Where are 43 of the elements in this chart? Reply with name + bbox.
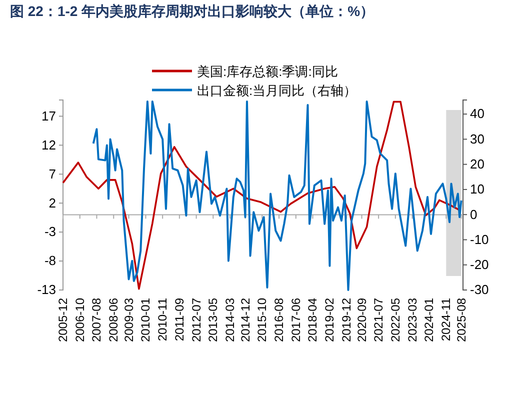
x-tick-label: 2014-12 <box>238 298 252 342</box>
x-tick-label: 2013-05 <box>206 298 220 342</box>
x-tick-label: 2021-07 <box>372 298 386 342</box>
x-tick-label: 2012-07 <box>189 298 204 342</box>
y-tick-label: 17 <box>42 108 56 124</box>
x-tick-label: 2007-08 <box>90 298 104 342</box>
x-tick-label: 2020-09 <box>354 298 369 342</box>
y-tick-label: -3 <box>44 224 56 240</box>
legend-label: 美国:库存总额:季调:同比 <box>197 64 338 79</box>
x-tick-label: 2024-01 <box>422 298 436 342</box>
x-tick-label: 2008-06 <box>106 298 121 342</box>
y-tick-label: 12 <box>42 137 56 152</box>
y2-tick-label: 40 <box>470 106 484 122</box>
y-tick-label: -13 <box>37 282 56 298</box>
x-tick-label: 2005-12 <box>56 298 70 342</box>
y2-tick-label: -10 <box>470 232 489 247</box>
x-tick-label: 2011-09 <box>172 298 186 342</box>
x-tick-label: 2017-06 <box>288 298 303 342</box>
x-tick-label: 2010-11 <box>156 298 170 342</box>
y-tick-label: 2 <box>48 195 56 210</box>
y2-tick-label: -20 <box>470 257 489 272</box>
y-tick-label: -8 <box>44 253 56 268</box>
legend-label: 出口金额:当月同比（右轴） <box>197 83 357 98</box>
x-tick-label: 2015-10 <box>255 298 270 342</box>
x-tick-label: 2019-02 <box>322 298 337 342</box>
y-tick-label: 7 <box>48 166 56 182</box>
x-tick-label: 2019-12 <box>340 298 354 342</box>
y2-tick-label: 0 <box>470 206 478 222</box>
x-tick-label: 2016-08 <box>272 298 286 342</box>
x-tick-label: 2010-01 <box>138 298 153 342</box>
x-tick-label: 2025-08 <box>454 298 468 342</box>
y2-tick-label: -30 <box>470 282 489 298</box>
chart-title: 图 22：1-2 年内美股库存周期对出口影响较大（单位：%） <box>10 3 374 19</box>
x-tick-label: 2022-05 <box>388 298 402 342</box>
y2-tick-label: 20 <box>470 156 484 172</box>
x-tick-label: 2006-10 <box>72 298 87 342</box>
x-tick-label: 2024-11 <box>439 298 454 342</box>
x-tick-label: 2014-03 <box>223 298 238 342</box>
x-tick-label: 2018-04 <box>306 298 320 342</box>
x-tick-label: 2009-03 <box>122 298 136 342</box>
y2-tick-label: 10 <box>470 182 484 197</box>
x-tick-label: 2023-03 <box>405 298 420 342</box>
y2-tick-label: 30 <box>470 131 484 146</box>
